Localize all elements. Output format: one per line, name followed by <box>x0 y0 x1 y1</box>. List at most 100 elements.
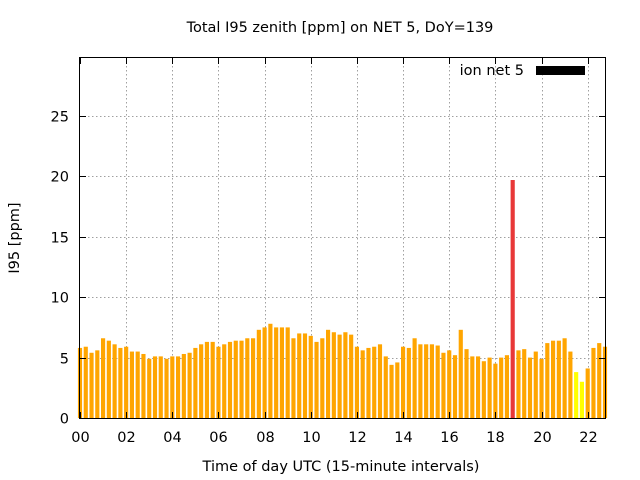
bar <box>95 350 100 418</box>
bar <box>245 338 250 418</box>
bar <box>464 349 469 418</box>
x-tick-label: 12 <box>348 430 366 446</box>
bar <box>302 333 308 418</box>
bar <box>429 344 434 418</box>
x-tick-label: 22 <box>579 430 597 446</box>
bar <box>493 363 498 418</box>
bar <box>366 347 371 418</box>
bar <box>101 338 106 418</box>
bar <box>210 341 215 418</box>
bar <box>372 346 377 418</box>
bar <box>401 346 406 418</box>
bar <box>181 353 186 418</box>
bar <box>343 332 348 418</box>
bar <box>118 347 123 418</box>
bar <box>562 338 567 418</box>
bar <box>158 356 163 418</box>
bar <box>89 352 94 418</box>
x-tick-label: 02 <box>117 430 135 446</box>
bar <box>112 344 117 418</box>
bar <box>291 338 296 418</box>
bar <box>331 332 336 418</box>
bar <box>556 340 561 418</box>
bar <box>504 355 509 418</box>
bar <box>199 344 204 418</box>
legend-label: ion net 5 <box>460 63 524 79</box>
bar <box>314 341 319 418</box>
bar <box>279 327 284 418</box>
y-axis-label: I95 [ppm] <box>7 202 23 273</box>
bar <box>551 340 556 418</box>
bar <box>268 323 273 418</box>
bar <box>106 340 111 418</box>
bar <box>274 327 279 418</box>
bar <box>383 356 388 418</box>
bar <box>441 352 446 418</box>
y-tick-label: 0 <box>60 412 69 428</box>
bar <box>481 361 486 418</box>
bar <box>320 338 325 418</box>
bar <box>285 327 290 418</box>
bar <box>389 364 394 418</box>
bar <box>579 381 584 418</box>
bar <box>406 347 411 418</box>
bar <box>435 345 440 418</box>
legend: ion net 5 <box>460 63 585 79</box>
bar <box>222 344 227 418</box>
bar <box>297 333 302 418</box>
bar <box>527 357 533 418</box>
bar <box>395 362 400 418</box>
bar <box>349 334 354 418</box>
bar <box>147 358 152 418</box>
bar <box>539 358 544 418</box>
x-tick-label: 06 <box>209 430 227 446</box>
bar <box>418 344 423 418</box>
x-axis-label: Time of day UTC (15-minute intervals) <box>202 459 480 475</box>
y-tick-label: 15 <box>51 231 69 247</box>
bar <box>522 349 527 418</box>
bar <box>458 329 463 418</box>
bar <box>487 357 492 418</box>
bar <box>326 329 331 418</box>
x-tick-label: 08 <box>256 430 274 446</box>
y-tick-label: 20 <box>51 170 69 186</box>
bar <box>337 334 342 418</box>
bar <box>412 338 417 418</box>
bar <box>193 347 198 418</box>
y-tick-label: 10 <box>51 291 69 307</box>
legend-swatch <box>536 66 585 75</box>
bar <box>124 346 129 418</box>
bar <box>135 351 140 418</box>
x-tick-label: 18 <box>486 430 504 446</box>
bar <box>239 340 244 418</box>
bar <box>377 344 383 418</box>
x-tick-label: 04 <box>163 430 181 446</box>
bar <box>354 346 359 418</box>
bar <box>251 338 256 418</box>
bar <box>568 351 573 418</box>
bar <box>262 327 267 418</box>
bar <box>591 347 596 418</box>
bar-series <box>77 180 608 418</box>
bar <box>308 335 313 418</box>
bar <box>227 341 233 418</box>
bar <box>602 346 608 418</box>
plot-frame <box>79 57 606 419</box>
bar <box>141 353 146 418</box>
bar <box>585 368 590 418</box>
bar <box>83 346 88 418</box>
x-tick-label: 20 <box>533 430 551 446</box>
bar <box>545 343 550 418</box>
bar <box>533 351 538 418</box>
bar <box>447 350 452 418</box>
bar <box>574 372 579 418</box>
bar <box>597 343 602 418</box>
bar <box>170 356 175 418</box>
bar <box>470 356 475 418</box>
x-tick-label: 14 <box>394 430 412 446</box>
y-tick-label: 5 <box>60 352 69 368</box>
bar <box>204 341 209 418</box>
bar <box>187 352 192 418</box>
x-tick-label: 16 <box>440 430 458 446</box>
